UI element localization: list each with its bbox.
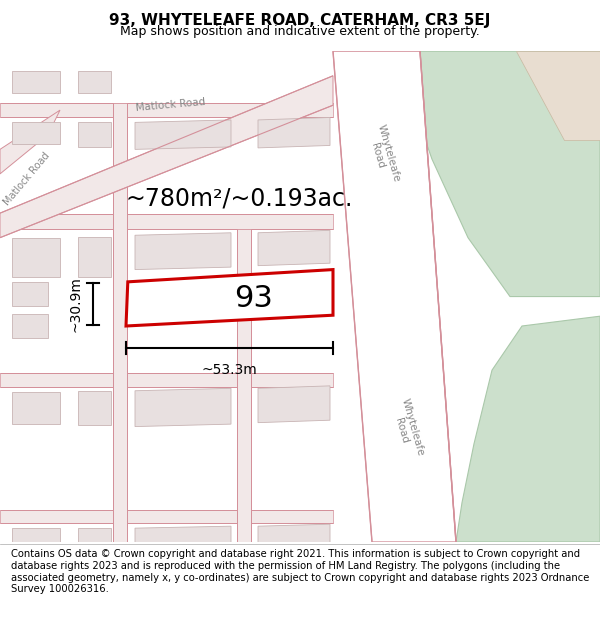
Text: Contains OS data © Crown copyright and database right 2021. This information is : Contains OS data © Crown copyright and d…	[11, 549, 589, 594]
Polygon shape	[78, 122, 111, 147]
Text: Map shows position and indicative extent of the property.: Map shows position and indicative extent…	[120, 26, 480, 39]
Polygon shape	[135, 232, 231, 269]
Polygon shape	[516, 51, 600, 139]
Polygon shape	[333, 51, 456, 542]
Polygon shape	[12, 314, 48, 338]
Text: Whyteleafe
Road: Whyteleafe Road	[364, 122, 401, 186]
Polygon shape	[12, 238, 60, 277]
Polygon shape	[258, 386, 330, 423]
Polygon shape	[12, 528, 60, 552]
Polygon shape	[78, 71, 111, 93]
Text: Matlock Road: Matlock Road	[2, 151, 52, 207]
Polygon shape	[0, 510, 333, 523]
Polygon shape	[78, 391, 111, 425]
Polygon shape	[258, 118, 330, 148]
Text: 93, WHYTELEAFE ROAD, CATERHAM, CR3 5EJ: 93, WHYTELEAFE ROAD, CATERHAM, CR3 5EJ	[109, 12, 491, 28]
Polygon shape	[408, 51, 600, 296]
Polygon shape	[12, 71, 60, 93]
Polygon shape	[12, 392, 60, 424]
Polygon shape	[237, 229, 251, 542]
Polygon shape	[135, 388, 231, 427]
Polygon shape	[113, 102, 127, 542]
Polygon shape	[12, 282, 48, 306]
Polygon shape	[135, 526, 231, 552]
Text: ~30.9m: ~30.9m	[68, 276, 82, 332]
Text: Whyteleafe
Road: Whyteleafe Road	[388, 398, 425, 461]
Text: ~780m²/~0.193ac.: ~780m²/~0.193ac.	[126, 186, 353, 211]
Text: 93: 93	[235, 284, 274, 312]
Text: Matlock Road: Matlock Road	[136, 98, 206, 113]
Polygon shape	[0, 110, 60, 174]
Text: ~53.3m: ~53.3m	[202, 362, 257, 377]
Polygon shape	[78, 237, 111, 277]
Polygon shape	[258, 524, 330, 552]
Polygon shape	[0, 214, 333, 229]
Polygon shape	[126, 269, 333, 326]
Polygon shape	[12, 122, 60, 144]
Polygon shape	[456, 316, 600, 542]
Polygon shape	[78, 528, 111, 552]
Polygon shape	[0, 372, 333, 388]
Polygon shape	[0, 102, 333, 118]
Polygon shape	[258, 231, 330, 266]
Polygon shape	[0, 76, 333, 238]
Polygon shape	[135, 120, 231, 149]
